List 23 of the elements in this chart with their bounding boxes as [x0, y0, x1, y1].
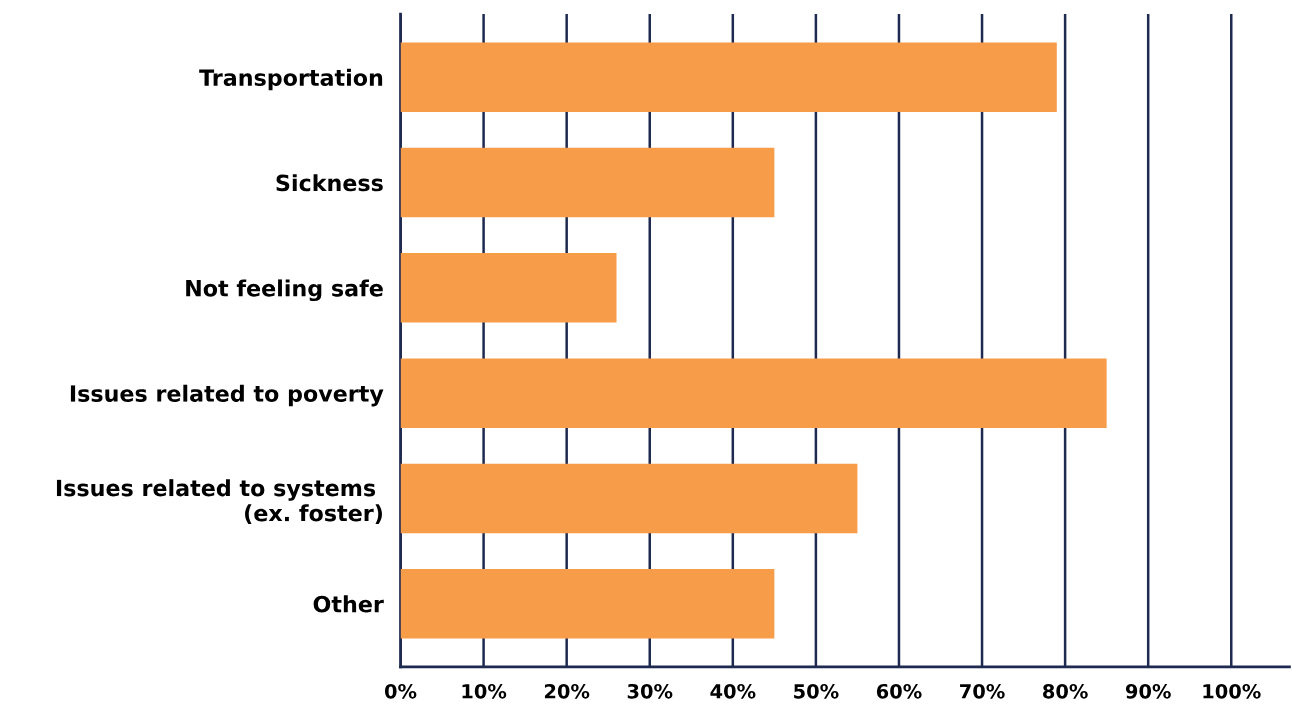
- x-tick-label: 0%: [384, 683, 417, 699]
- y-tick-label: Issues related to poverty: [70, 384, 384, 407]
- x-tick-label: 50%: [794, 683, 839, 699]
- y-tick-label: Sickness: [276, 174, 383, 192]
- bar: [400, 147, 775, 218]
- x-tick-label: 10%: [462, 683, 507, 699]
- y-tick-label: Transportation: [199, 68, 383, 91]
- x-tick-label: 90%: [1125, 683, 1171, 699]
- x-tick-label: 20%: [544, 683, 590, 699]
- bar: [400, 42, 1057, 113]
- bar: [400, 358, 1107, 428]
- x-tick-label: 60%: [876, 683, 922, 699]
- bar: [400, 463, 858, 534]
- x-tick-label: 100%: [1203, 683, 1261, 699]
- x-tick-label: 70%: [960, 683, 1005, 699]
- y-tick-label: Other: [313, 595, 384, 613]
- y-tick-label: Not feeling safe: [186, 279, 383, 302]
- x-tick-label: 80%: [1043, 683, 1088, 699]
- x-tick-label: 40%: [710, 683, 756, 699]
- y-tick-label: Issues related to systems (ex. foster): [56, 479, 382, 525]
- x-tick-label: 30%: [627, 683, 673, 699]
- bar: [400, 569, 775, 639]
- bar: [400, 253, 617, 323]
